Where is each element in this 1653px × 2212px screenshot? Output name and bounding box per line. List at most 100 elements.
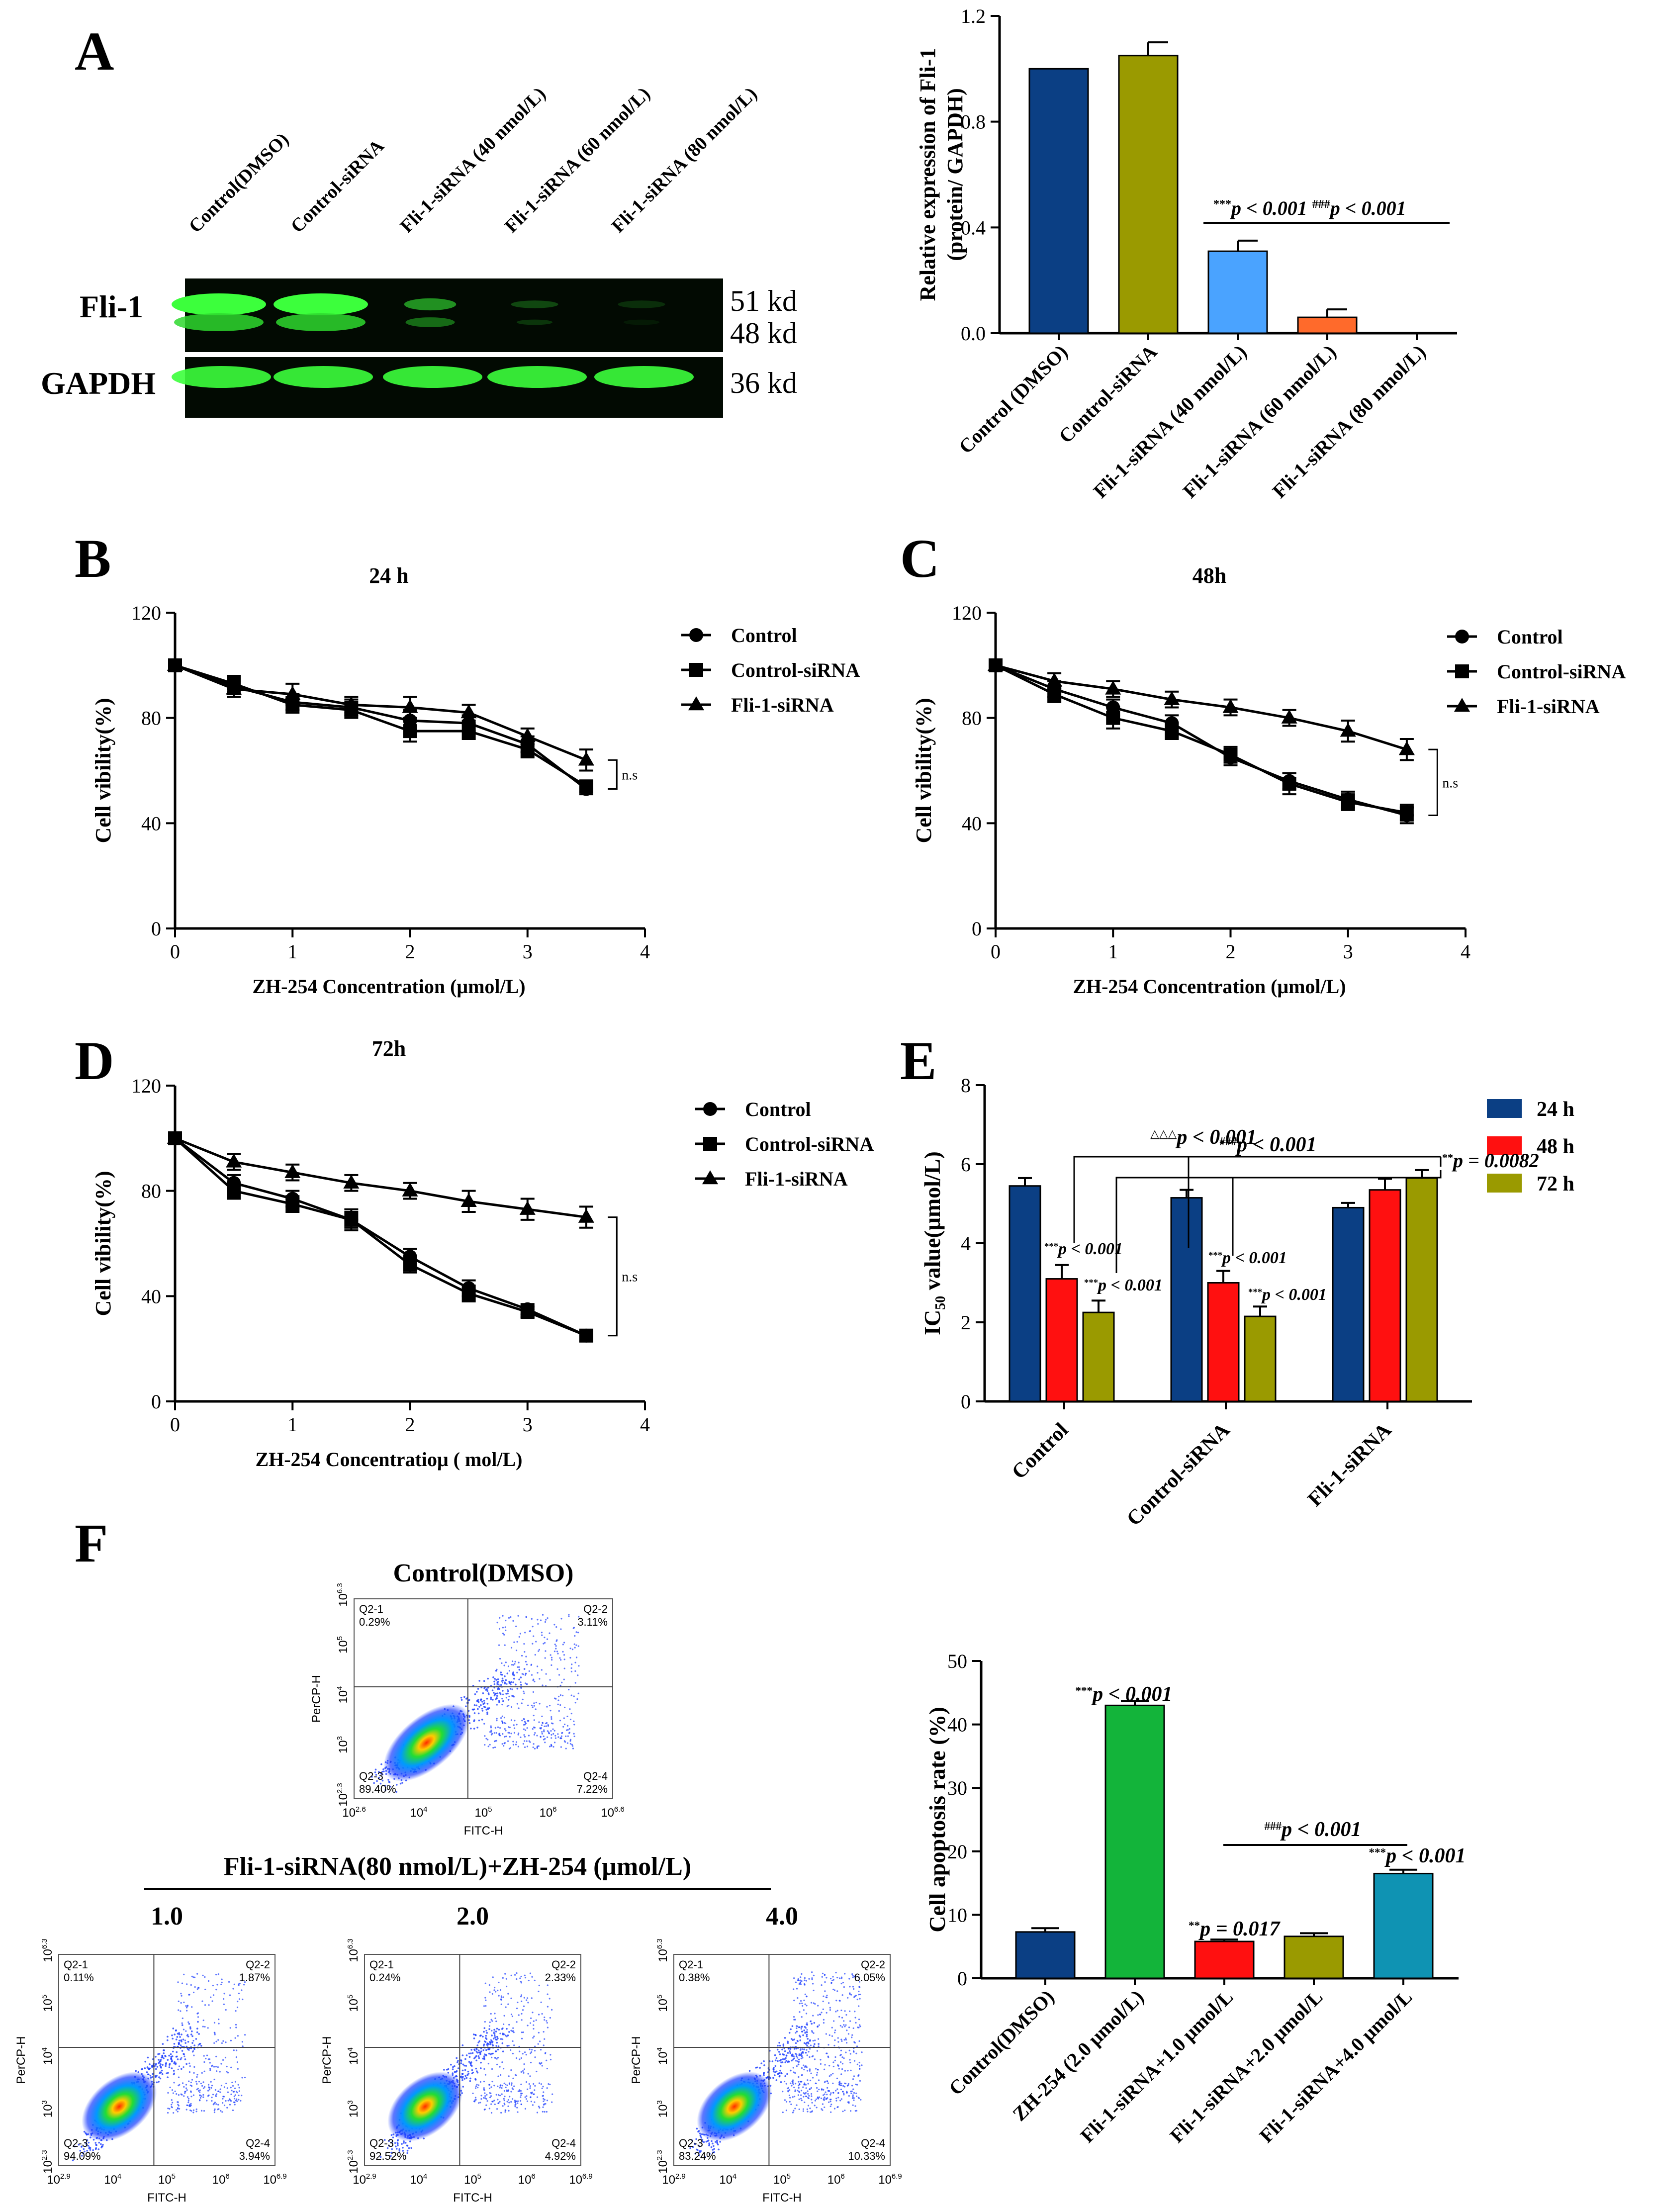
scatter-dot: [197, 2090, 200, 2092]
scatter-dot: [813, 2002, 815, 2004]
scatter-dot: [551, 1737, 552, 1739]
legend-marker: [703, 1102, 717, 1116]
y-tick-label: 105: [655, 1995, 670, 2012]
scatter-dot: [528, 1979, 530, 1982]
scatter-dot: [496, 2063, 498, 2065]
scatter-dot: [198, 2033, 200, 2035]
scatter-dot: [542, 1614, 544, 1616]
scatter-dot: [817, 2068, 819, 2071]
fli1-band-48: [405, 317, 455, 327]
scatter-dot: [236, 2100, 238, 2102]
legend-marker: [689, 628, 703, 642]
scatter-dot: [559, 1720, 561, 1722]
scatter-dot: [830, 2104, 832, 2106]
scatter-dot: [712, 2149, 714, 2151]
scatter-dot: [837, 2097, 839, 2099]
scatter-dot: [803, 2064, 805, 2066]
scatter-dot: [533, 2024, 535, 2026]
scatter-dot: [858, 1981, 861, 1983]
scatter-dot: [461, 2073, 464, 2075]
scatter-dot: [186, 2034, 188, 2036]
fli1-band-51: [511, 300, 558, 308]
scatter-dot: [804, 1993, 806, 1995]
scatter-dot: [498, 2028, 500, 2031]
scatter-dot: [556, 1668, 558, 1670]
scatter-dot: [538, 1649, 541, 1651]
scatter-dot: [214, 2108, 216, 2110]
scatter-dot: [823, 2094, 825, 2096]
x-tick-label: Control-siRNA: [1122, 1418, 1234, 1530]
scatter-dot: [817, 2090, 819, 2092]
scatter-dot: [202, 2081, 204, 2083]
bar: [1284, 1936, 1344, 1979]
scatter-dot: [489, 2043, 492, 2045]
scatter-dot: [842, 1982, 844, 1984]
scatter-dot: [192, 1976, 194, 1978]
scatter-dot: [858, 2005, 860, 2007]
scatter-dot: [784, 2050, 786, 2052]
scatter-dot: [492, 2101, 494, 2103]
scatter-dot: [795, 2055, 798, 2057]
scatter-dot: [220, 2110, 222, 2112]
scatter-dot: [492, 2037, 495, 2040]
scatter-dot: [835, 2011, 837, 2013]
scatter-dot: [220, 1983, 222, 1986]
scatter-dot: [504, 1973, 506, 1975]
scatter-dot: [544, 1637, 546, 1639]
scatter-dot: [498, 1733, 500, 1735]
scatter-dot: [809, 2111, 812, 2113]
scatter-dot: [167, 2059, 169, 2061]
scatter-dot: [195, 2081, 197, 2083]
scatter-dot: [485, 1999, 487, 2001]
scatter-dot: [512, 1741, 514, 1743]
scatter-dot: [182, 2017, 184, 2020]
scatter-dot: [165, 2062, 167, 2064]
scatter-dot: [533, 2093, 535, 2095]
scatter-dot: [507, 2105, 509, 2107]
scatter-dot: [158, 2081, 160, 2083]
scatter-dot: [189, 2065, 191, 2067]
scatter-dot: [822, 2109, 824, 2111]
y-tick-label: 40: [141, 1285, 161, 1307]
scatter-dot: [543, 2104, 545, 2106]
scatter-dot: [812, 2040, 814, 2042]
scatter-dot: [467, 2070, 469, 2073]
scatter-dot: [853, 2099, 855, 2101]
scatter-dot: [834, 2029, 836, 2031]
scatter-dot: [799, 2003, 801, 2005]
scatter-dot: [217, 2066, 219, 2068]
scatter-dot: [497, 1688, 499, 1690]
scatter-dot: [224, 2056, 227, 2059]
scatter-dot: [72, 2159, 74, 2162]
scatter-dot: [816, 2050, 819, 2052]
scatter-dot: [837, 2041, 839, 2043]
scatter-dot: [847, 1997, 849, 1999]
scatter-dot: [497, 2045, 500, 2047]
scatter-dot: [482, 2035, 484, 2038]
scatter-dot: [514, 1720, 516, 1722]
scatter-dot: [549, 2017, 551, 2019]
y-tick-label: 104: [40, 2047, 55, 2065]
legend-label: Control: [745, 1098, 811, 1120]
scatter-dot: [519, 1633, 521, 1635]
scatter-dot: [802, 2051, 804, 2053]
scatter-dot: [569, 1657, 571, 1659]
scatter-dot: [505, 1978, 507, 1980]
scatter-dot: [214, 2089, 216, 2091]
scatter-dot: [505, 1736, 507, 1738]
scatter-dot: [443, 2069, 445, 2071]
scatter-dot: [485, 2049, 487, 2051]
scatter-dot: [546, 2059, 548, 2061]
scatter-dot: [470, 1727, 472, 1730]
flow-title: 1.0: [151, 1902, 183, 1931]
quadrant-value: 94.09%: [64, 2150, 101, 2162]
scatter-dot: [188, 2023, 190, 2025]
scatter-dot: [837, 2037, 839, 2039]
scatter-dot: [787, 2091, 789, 2093]
scatter-dot: [541, 1634, 543, 1636]
scatter-dot: [161, 2056, 163, 2059]
scatter-dot: [852, 1986, 854, 1988]
scatter-dot: [200, 2044, 202, 2047]
scatter-dot: [539, 2040, 541, 2042]
scatter-dot: [858, 2027, 860, 2028]
